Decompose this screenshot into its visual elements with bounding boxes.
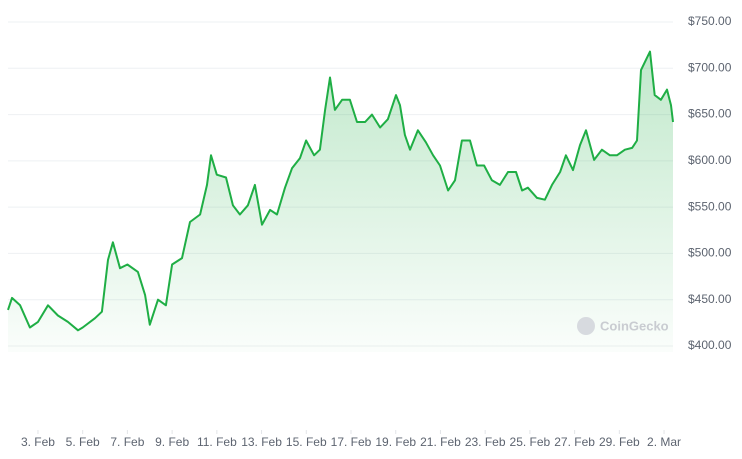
price-line — [7, 50, 674, 332]
x-tick-label: 11. Feb — [197, 435, 237, 449]
x-tick-label: 9. Feb — [155, 435, 189, 449]
x-tick-label: 13. Feb — [241, 435, 282, 449]
x-tick-label: 21. Feb — [420, 435, 461, 449]
watermark: CoinGecko — [600, 318, 669, 333]
y-tick-label: $550.00 — [688, 199, 732, 213]
y-tick-label: $700.00 — [688, 60, 732, 74]
x-tick-label: 15. Feb — [286, 435, 327, 449]
y-tick-label: $600.00 — [688, 153, 732, 167]
x-tick-label: 27. Feb — [554, 435, 595, 449]
x-tick-label: 17. Feb — [331, 435, 372, 449]
y-tick-label: $750.00 — [688, 14, 732, 28]
y-tick-label: $500.00 — [688, 246, 732, 260]
x-tick-label: 23. Feb — [465, 435, 506, 449]
plot — [7, 50, 674, 352]
x-tick-label: 25. Feb — [510, 435, 551, 449]
x-tick-label: 19. Feb — [375, 435, 416, 449]
y-tick-label: $650.00 — [688, 107, 732, 121]
x-tick-label: 3. Feb — [21, 435, 55, 449]
x-tick-label: 29. Feb — [599, 435, 640, 449]
y-tick-label: $450.00 — [688, 292, 732, 306]
axis-labels: $400.00 $450.00 $500.00 $550.00 $600.00 $650.… — [21, 14, 732, 449]
y-tick-label: $400.00 — [688, 338, 732, 352]
area-fill — [8, 51, 673, 352]
x-tick-label: 2. Mar — [647, 435, 681, 449]
x-tick-label: 5. Feb — [66, 435, 100, 449]
x-tick-label: 7. Feb — [110, 435, 144, 449]
watermark-logo — [577, 317, 595, 335]
